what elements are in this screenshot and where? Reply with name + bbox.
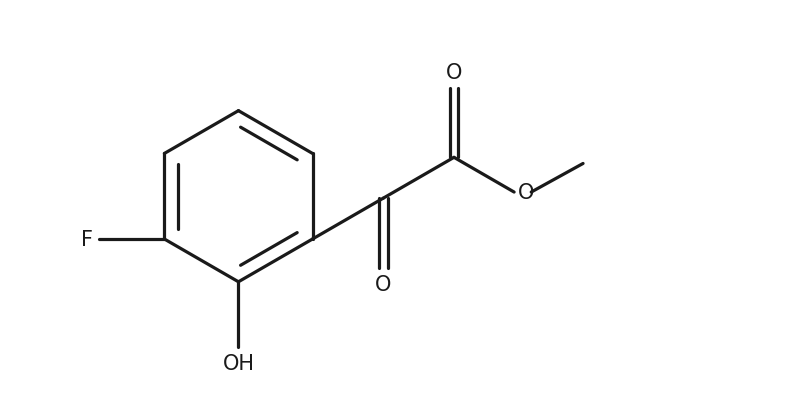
Text: O: O bbox=[518, 182, 534, 202]
Text: O: O bbox=[375, 274, 392, 294]
Text: F: F bbox=[81, 229, 93, 249]
Text: O: O bbox=[446, 63, 463, 83]
Text: OH: OH bbox=[222, 353, 255, 373]
